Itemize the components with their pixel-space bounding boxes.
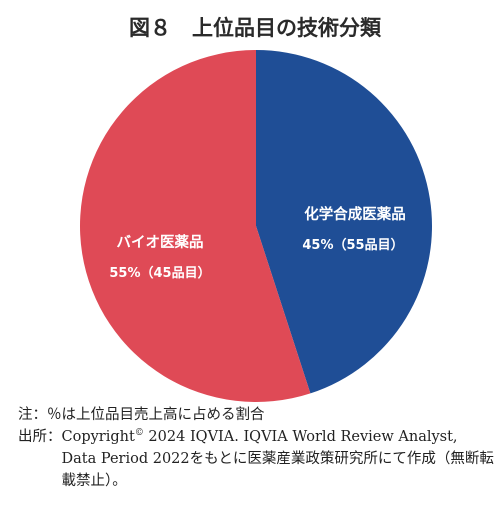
slice-label-bio: バイオ医薬品 [117, 233, 204, 251]
slice-label-chemical: 化学合成医薬品 [304, 205, 406, 223]
chart-title: 図８ 上位品目の技術分類 [129, 16, 382, 40]
chart-notes: 注： ％は上位品目売上高に占める割合 出所： Copyright© 2024 I… [18, 404, 494, 492]
pie-slices [80, 50, 433, 402]
slice-value-bio: 55%（45品目） [109, 265, 210, 281]
note-text: ％は上位品目売上高に占める割合 [47, 407, 265, 423]
source-row: 出所： Copyright© 2024 IQVIA. IQVIA World R… [18, 426, 494, 492]
source-text-copyright: Copyright [61, 429, 135, 445]
source-text: Copyright© 2024 IQVIA. IQVIA World Revie… [62, 426, 495, 492]
pie-slice-chemical [256, 50, 433, 394]
source-label: 出所： [18, 429, 62, 445]
slice-labels: 化学合成医薬品 45%（55品目） バイオ医薬品 55%（45品目） [109, 205, 405, 281]
copyright-symbol: © [134, 428, 144, 439]
note-row: 注： ％は上位品目売上高に占める割合 [18, 404, 494, 426]
pie-slice-bio [80, 50, 311, 402]
note-label: 注： [18, 407, 47, 423]
source-text-rest: 2024 IQVIA. IQVIA World Review Analyst, … [61, 429, 494, 489]
slice-value-chemical: 45%（55品目） [302, 237, 403, 253]
